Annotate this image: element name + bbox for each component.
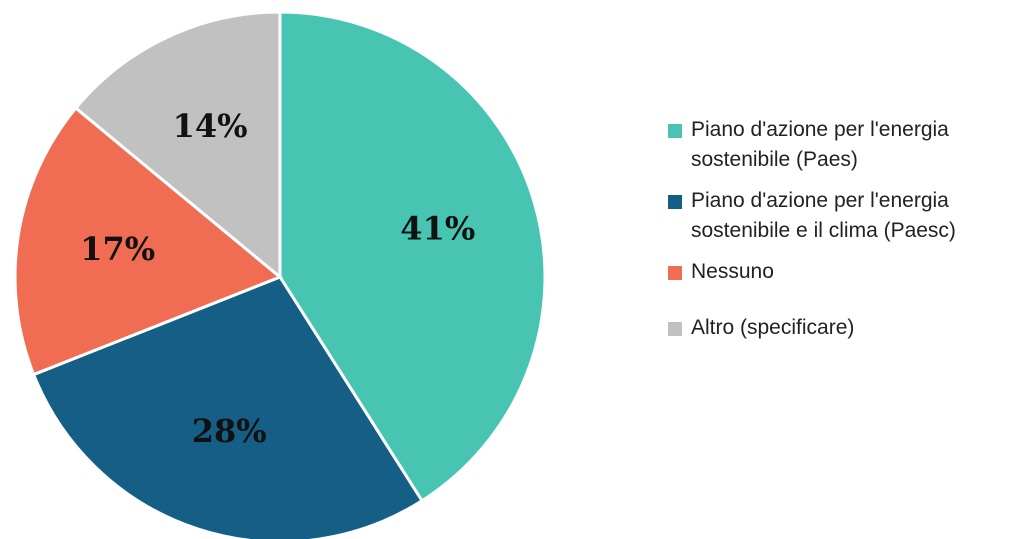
legend-swatch [668,266,682,280]
legend-item: Nessuno [668,257,1028,287]
pie-slice [13,105,283,377]
value-label: 28% [192,412,267,450]
pie-slice [278,10,547,503]
legend-swatch [668,195,682,209]
legend: Piano d'azione per l'energia sostenibile… [668,115,1028,343]
legend-swatch [668,322,682,336]
legend-item: Altro (specificare) [668,313,1028,343]
legend-item: Piano d'azione per l'energia sostenibile… [668,186,1028,246]
legend-label: Nessuno [691,260,774,283]
value-label: 41% [400,210,475,248]
legend-label: Piano d'azione per l'energia sostenibile… [691,189,956,242]
value-label: 17% [80,230,155,268]
legend-label: Piano d'azione per l'energia sostenibile… [691,118,949,171]
value-label: 14% [173,107,248,145]
pie-slice [73,10,282,281]
legend-swatch [668,124,682,138]
legend-label: Altro (specificare) [691,316,855,339]
legend-item: Piano d'azione per l'energia sostenibile… [668,115,1028,175]
pie-slice [31,275,425,539]
